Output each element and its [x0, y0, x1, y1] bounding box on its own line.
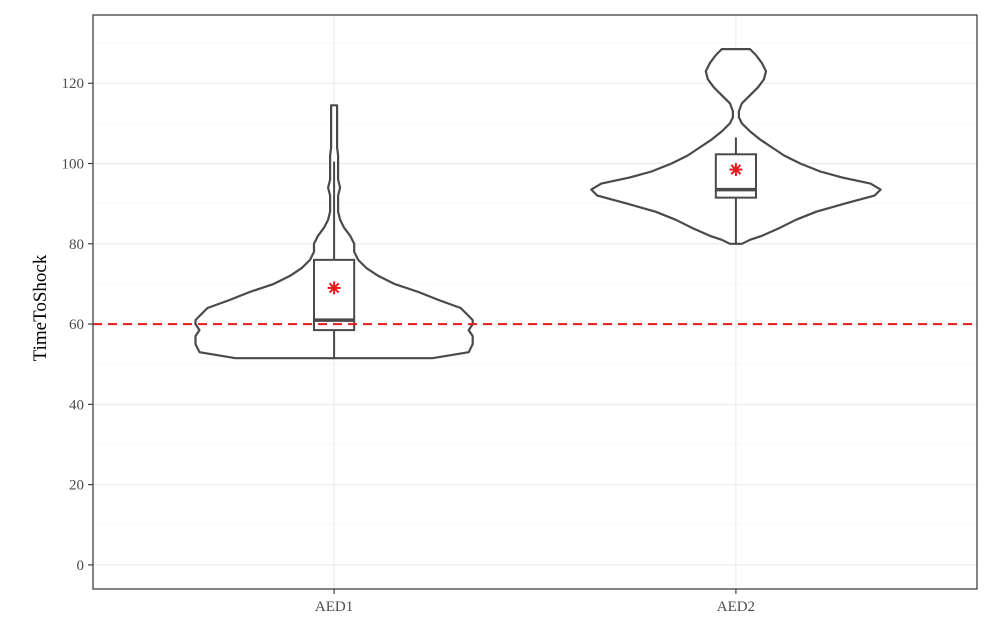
y-tick-label: 60 — [69, 317, 84, 333]
x-tick-label: AED1 — [315, 599, 353, 615]
mean-marker — [729, 163, 743, 177]
y-axis: 0 20 40 60 80 100 120 — [62, 76, 93, 574]
y-tick-label: 80 — [69, 237, 84, 253]
mean-marker — [327, 281, 341, 295]
y-tick-label: 40 — [69, 397, 84, 413]
y-axis-title: TimeToShock — [30, 254, 51, 361]
y-tick-label: 120 — [62, 76, 85, 92]
mean-markers — [327, 163, 743, 295]
y-tick-label: 100 — [62, 157, 85, 173]
x-axis: AED1 AED2 — [315, 589, 755, 615]
boxplots — [313, 137, 757, 359]
y-tick-label: 0 — [77, 558, 85, 574]
x-tick-label: AED2 — [717, 599, 755, 615]
panel-border — [92, 14, 978, 590]
minor-gridlines — [93, 42, 977, 526]
y-tick-label: 20 — [69, 478, 84, 494]
